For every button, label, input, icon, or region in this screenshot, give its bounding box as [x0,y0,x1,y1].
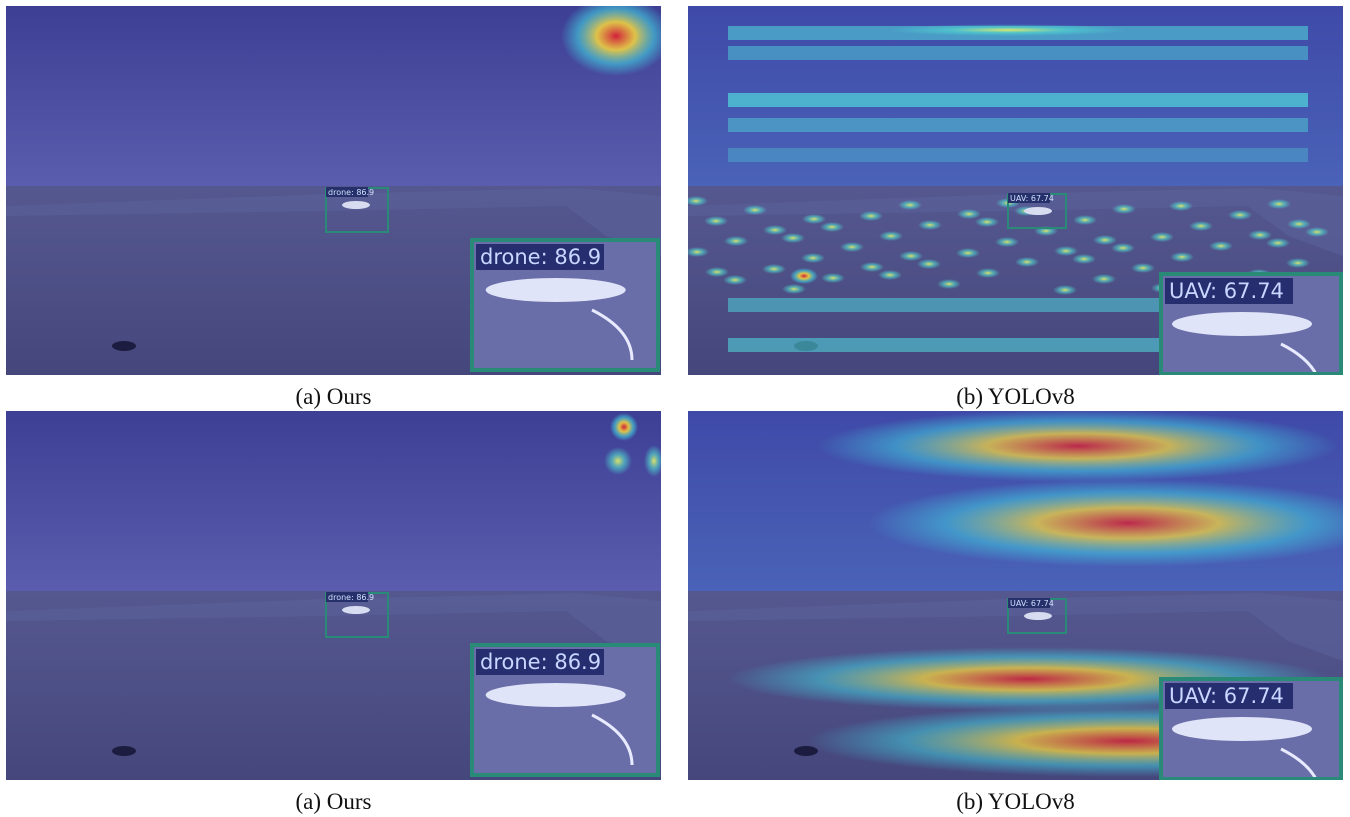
heat-spot [918,220,942,230]
heat-band [728,118,1308,132]
heat-spot [782,284,806,294]
heat-spot [1305,227,1329,237]
heat-spot [860,262,884,272]
figure: {"panels": [ {"caption": "(a) Ours", "de… [0,0,1350,817]
heat-spot [937,279,961,289]
heatmap-image: drone: 86.9 drone: 86.9 [6,6,661,375]
drone [342,201,370,209]
heat-band [818,411,1338,482]
detection-label: drone: 86.9 [328,188,374,197]
heat-spot [762,264,786,274]
inset-drone [486,278,626,302]
heat-spot [878,270,902,280]
heat-spot [1150,232,1174,242]
heat-spot [840,242,864,252]
inset-label: UAV: 67.74 [1169,279,1284,303]
heat-band [728,93,1308,107]
heat-spot [976,268,1000,278]
heat-spot [879,231,903,241]
detection-label: drone: 86.9 [328,593,374,602]
detection-label: UAV: 67.74 [1010,599,1054,608]
heat-spot [1112,204,1136,214]
heat-spot [802,214,826,224]
heat-spot [1266,238,1290,248]
heat-spot [801,253,825,263]
heat-spot [995,237,1019,247]
heat-spot [820,222,844,232]
shadow [112,341,136,351]
heat [888,24,1128,36]
heat-spot [859,211,883,221]
caption: (a) Ours [6,789,661,815]
heat-spot [723,275,747,285]
heat-spot [1248,230,1272,240]
heat [604,447,632,475]
drone [342,606,370,614]
heat-spot [1111,243,1135,253]
heat-spot [1169,201,1193,211]
sky [6,411,661,596]
heat-spot [1054,246,1078,256]
caption: (b) YOLOv8 [688,384,1343,410]
heat-spot [1287,219,1311,229]
inset-label: drone: 86.9 [480,650,601,674]
shadow [112,746,136,756]
heat-band [728,148,1308,162]
detection-label: UAV: 67.74 [1010,194,1054,203]
heat-spot [781,233,805,243]
inset-label: UAV: 67.74 [1169,684,1284,708]
heat-spot [1170,252,1194,262]
heat-spot [956,248,980,258]
heat-spot [1072,254,1096,264]
heat [790,268,818,284]
inset-drone [1172,717,1312,741]
caption: (b) YOLOv8 [688,789,1343,815]
heat-spot [1093,235,1117,245]
inset-drone [1172,312,1312,336]
caption: (a) Ours [6,384,661,410]
heat-spot [1131,263,1155,273]
heat-spot [1092,274,1116,284]
heat-spot [1228,210,1252,220]
heatmap-image: UAV: 67.74 UAV: 67.74 [688,411,1343,780]
heat-spot [1015,257,1039,267]
heat-spot [1267,199,1291,209]
heat-spot [763,225,787,235]
heat-spot [1189,221,1213,231]
heat-spot [1053,285,1077,295]
heatmap-image: UAV: 67.74 UAV: 67.74 [688,6,1343,375]
heat-spot [1209,241,1233,251]
heatmap-image: drone: 86.9 drone: 86.9 [6,411,661,780]
heat-spot [899,251,923,261]
heat-spot [1286,258,1310,268]
heat-spot [898,200,922,210]
inset-drone [486,683,626,707]
heat-spot [705,267,729,277]
heat [610,413,638,441]
heat-spot [1073,215,1097,225]
inset-label: drone: 86.9 [480,245,601,269]
drone [1024,207,1052,215]
heat-spot [957,209,981,219]
heat-spot [724,236,748,246]
heat-spot [917,259,941,269]
heat-spot [975,217,999,227]
heat-spot [821,273,845,283]
heat-spot [743,205,767,215]
heat-spot [704,216,728,226]
drone [1024,612,1052,620]
heat-band [728,46,1308,60]
